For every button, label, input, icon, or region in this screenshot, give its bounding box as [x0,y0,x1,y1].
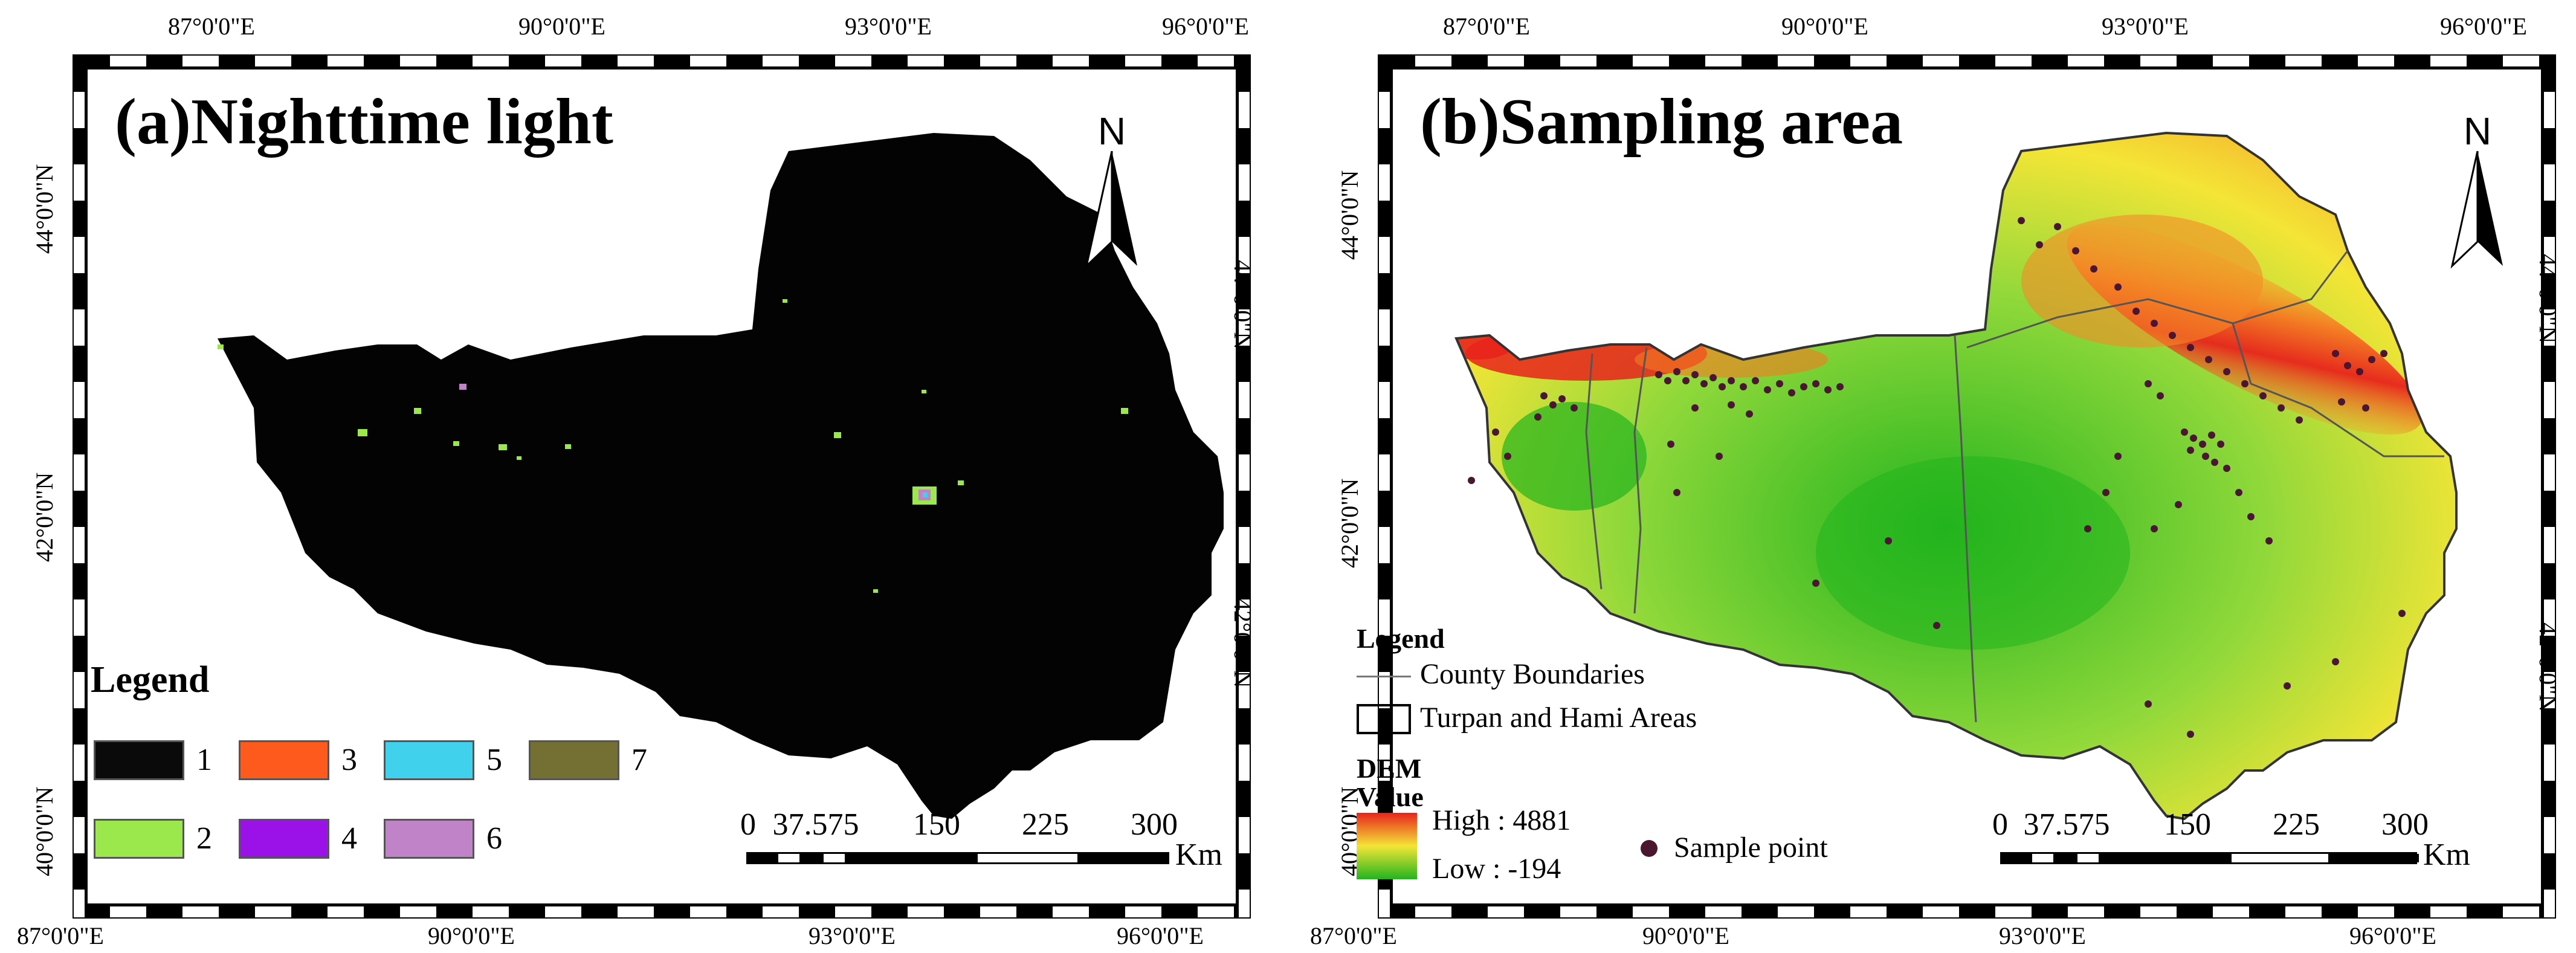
scale-label: 300 [1131,807,1178,842]
lon-label-top: 93°0'0"E [845,13,932,40]
lat-label-left: 42°0'0"N [1336,478,1363,568]
lon-label-top: 96°0'0"E [2440,13,2527,40]
legend-label-7: 7 [631,743,647,777]
graticule-band-right [1239,56,1250,917]
legend-swatch-6 [384,819,474,859]
north-arrow: N [1082,109,1142,269]
lon-label-top: 90°0'0"E [518,13,605,40]
lon-label-top: 87°0'0"E [1443,13,1530,40]
graticule-band-bottom [1379,906,2555,917]
graticule-band-bottom [74,906,1250,917]
city-light-cluster [459,384,937,505]
scale-bar [2000,852,2419,864]
legend-title: Legend [91,659,210,700]
legend-area: Turpan and Hami Areas [1420,702,1697,734]
lon-label-bottom: 87°0'0"E [17,922,104,949]
lon-label-top: 90°0'0"E [1781,13,1868,40]
legend-label-6: 6 [486,821,502,856]
lon-label-bottom: 90°0'0"E [1642,922,1729,949]
region-outline [1454,131,2458,821]
scale-label: 150 [2164,807,2211,842]
lon-label-top: 93°0'0"E [2102,13,2189,40]
scale-unit: Km [1175,838,1222,872]
legend-swatch-3 [239,740,329,780]
map-title: (b)Sampling area [1420,86,1903,158]
map-title: (a)Nighttime light [115,86,613,158]
dem-low-label: Low : -194 [1432,853,1561,885]
scale-label: 225 [1022,807,1069,842]
legend-swatch-7 [529,740,619,780]
legend-swatch-4 [239,819,329,859]
graticule-band-left [74,56,85,917]
north-arrow: N [2447,109,2508,269]
lon-label-bottom: 96°0'0"E [1117,922,1204,949]
lon-label-top: 96°0'0"E [1162,13,1249,40]
scale-label: 150 [913,807,960,842]
nighttime-light-map [218,133,1224,819]
lon-label-bottom: 93°0'0"E [1999,922,2086,949]
lon-label-bottom: 96°0'0"E [2349,922,2436,949]
legend-county: County Boundaries [1420,658,1645,690]
legend-label-2: 2 [196,821,212,856]
sample-points [1468,217,2406,738]
scale-label: 300 [2381,807,2429,842]
scale-label: 225 [2273,807,2320,842]
lon-label-bottom: 90°0'0"E [428,922,515,949]
scale-bar [746,852,1169,864]
lat-label-left: 42°0'0"N [31,472,58,562]
north-letter: N [1097,109,1126,153]
scale-label: 0 [740,807,756,842]
scale-unit: Km [2423,838,2470,872]
dem-high-label: High : 4881 [1432,804,1571,836]
north-arrow-icon [2450,151,2503,269]
lat-label-left: 40°0'0"N [31,786,58,876]
graticule-band-top [1379,56,2555,66]
scale-label: 37.575 [2023,807,2110,842]
area-symbol [1357,704,1411,734]
legend-swatch-5 [384,740,474,780]
sample-point-symbol [1641,840,1658,857]
panel-nighttime-light: 87°0'0"E 90°0'0"E 93°0'0"E 96°0'0"E 87°0… [6,0,1263,953]
dem-title: DEM [1357,753,1422,784]
dem-value-title: Value [1357,781,1424,812]
dem-sampling-map [1454,131,2458,821]
graticule-band-right [2544,56,2555,917]
lon-label-top: 87°0'0"E [168,13,255,40]
legend-sample: Sample point [1674,832,1828,864]
legend-label-3: 3 [341,743,357,777]
map-outer-border [73,54,1251,919]
legend-label-5: 5 [486,743,502,777]
legend-swatch-2 [94,819,184,859]
legend-title: Legend [1357,623,1445,654]
dem-color-ramp [1357,813,1417,879]
lon-label-bottom: 93°0'0"E [809,922,896,949]
county-boundaries [1585,250,2444,723]
panel-sampling-area: 87°0'0"E 90°0'0"E 93°0'0"E 96°0'0"E 87°0… [1310,0,2568,953]
light-patches [218,299,1128,593]
scale-label: 37.575 [772,807,859,842]
lon-label-bottom: 87°0'0"E [1310,922,1397,949]
lat-label-left: 44°0'0"N [1336,170,1363,260]
map-outer-border [1378,54,2556,919]
dem-surface [1456,133,2456,819]
graticule-band-left [1379,56,1390,917]
county-line-symbol [1357,676,1411,677]
region-shape [218,133,1224,819]
legend-label-4: 4 [341,821,357,856]
north-arrow-icon [1085,151,1137,269]
lat-label-left: 44°0'0"N [31,164,58,254]
legend-label-1: 1 [196,743,212,777]
scale-label: 0 [1992,807,2008,842]
legend-swatch-1 [94,740,184,780]
north-letter: N [2463,109,2492,153]
graticule-band-top [74,56,1250,66]
